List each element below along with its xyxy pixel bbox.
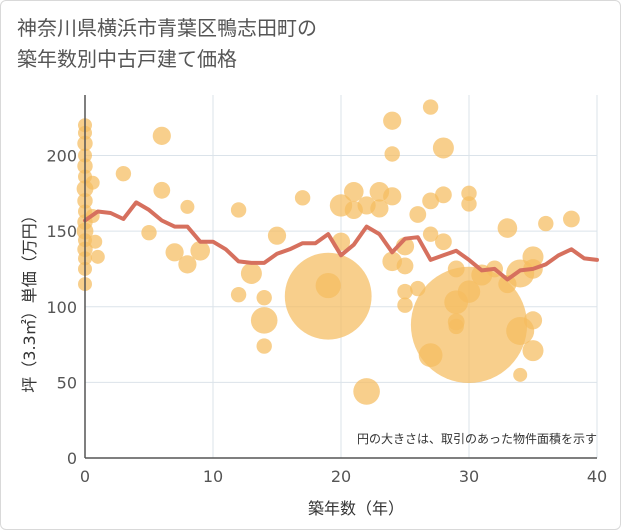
bubble-point-16 xyxy=(85,175,100,190)
bubble-point-23 xyxy=(153,181,171,199)
bubble-point-68 xyxy=(461,185,477,202)
bubble-point-54 xyxy=(409,206,427,223)
bubble-point-20 xyxy=(115,165,132,182)
bubble-point-82 xyxy=(538,215,554,232)
chart-title: 神奈川県横浜市青葉区鴨志田町の 築年数別中古戸建て価格 xyxy=(17,13,317,75)
bubble-point-42 xyxy=(353,378,380,405)
x-tick-label-0: 0 xyxy=(80,467,90,486)
bubble-point-53 xyxy=(397,297,413,313)
bubble-point-29 xyxy=(230,286,247,303)
bubble-point-37 xyxy=(315,272,341,299)
bubble-point-27 xyxy=(190,240,210,261)
bubble-point-32 xyxy=(250,307,278,334)
bubble-point-73 xyxy=(497,218,518,238)
bubble-point-30 xyxy=(240,262,262,284)
bubble-series xyxy=(76,99,580,405)
y-tick-label-0: 0 xyxy=(67,449,77,468)
x-tick-label-20: 20 xyxy=(331,467,351,486)
bubble-point-58 xyxy=(422,226,439,242)
bubble-point-69 xyxy=(461,196,477,212)
y-tick-label-50: 50 xyxy=(57,373,77,392)
tick-labels: 0 10 20 30 40 0 50 100 150 200 xyxy=(46,147,607,487)
chart-title-line-1: 神奈川県横浜市青葉区鴨志田町の xyxy=(17,16,317,40)
bubble-point-47 xyxy=(384,146,400,162)
bubble-point-18 xyxy=(88,234,103,249)
bubble-point-24 xyxy=(165,243,184,262)
bubble-point-80 xyxy=(523,311,543,330)
bubble-point-33 xyxy=(256,338,272,354)
average-line-series xyxy=(83,200,599,282)
x-tick-label-30: 30 xyxy=(459,467,479,486)
bubble-point-48 xyxy=(383,187,402,206)
bubble-point-52 xyxy=(397,283,413,300)
bubble-point-56 xyxy=(422,99,439,115)
bubble-point-67 xyxy=(410,266,528,383)
axes xyxy=(84,95,597,459)
chart-title-line-2: 築年数別中古戸建て価格 xyxy=(17,47,237,71)
bubble-point-34 xyxy=(267,226,287,245)
x-tick-label-10: 10 xyxy=(203,467,223,486)
size-annotation: 円の大きさは、取引のあった物件面積を示す xyxy=(357,431,597,446)
y-tick-label-200: 200 xyxy=(46,147,77,166)
bubble-point-70 xyxy=(457,280,481,303)
bubble-point-19 xyxy=(90,249,105,264)
x-axis-title: 築年数（年） xyxy=(308,499,404,518)
y-tick-label-150: 150 xyxy=(46,222,77,241)
bubble-point-77 xyxy=(513,367,528,382)
x-tick-label-40: 40 xyxy=(587,467,607,486)
bubble-point-57 xyxy=(422,192,439,210)
bubble-point-22 xyxy=(152,126,171,145)
bubble-point-31 xyxy=(256,289,272,306)
bubble-point-21 xyxy=(141,224,157,241)
bubble-point-45 xyxy=(370,199,389,218)
bubble-point-28 xyxy=(230,202,247,218)
bubble-point-26 xyxy=(180,199,195,214)
bubble-point-35 xyxy=(294,190,311,206)
y-tick-label-100: 100 xyxy=(46,298,77,317)
bubble-point-83 xyxy=(563,210,580,228)
bubble-point-60 xyxy=(432,137,454,159)
average-price-line xyxy=(83,200,599,282)
y-axis-title: 坪（3.3㎡）単価（万円） xyxy=(20,207,39,392)
bubble-point-81 xyxy=(522,340,544,362)
bubble-point-61 xyxy=(435,186,452,204)
bubble-point-51 xyxy=(396,257,414,275)
bubble-point-46 xyxy=(383,111,402,130)
bubble-point-62 xyxy=(435,233,452,251)
bubble-point-25 xyxy=(178,255,197,274)
bubble-point-40 xyxy=(344,182,364,202)
